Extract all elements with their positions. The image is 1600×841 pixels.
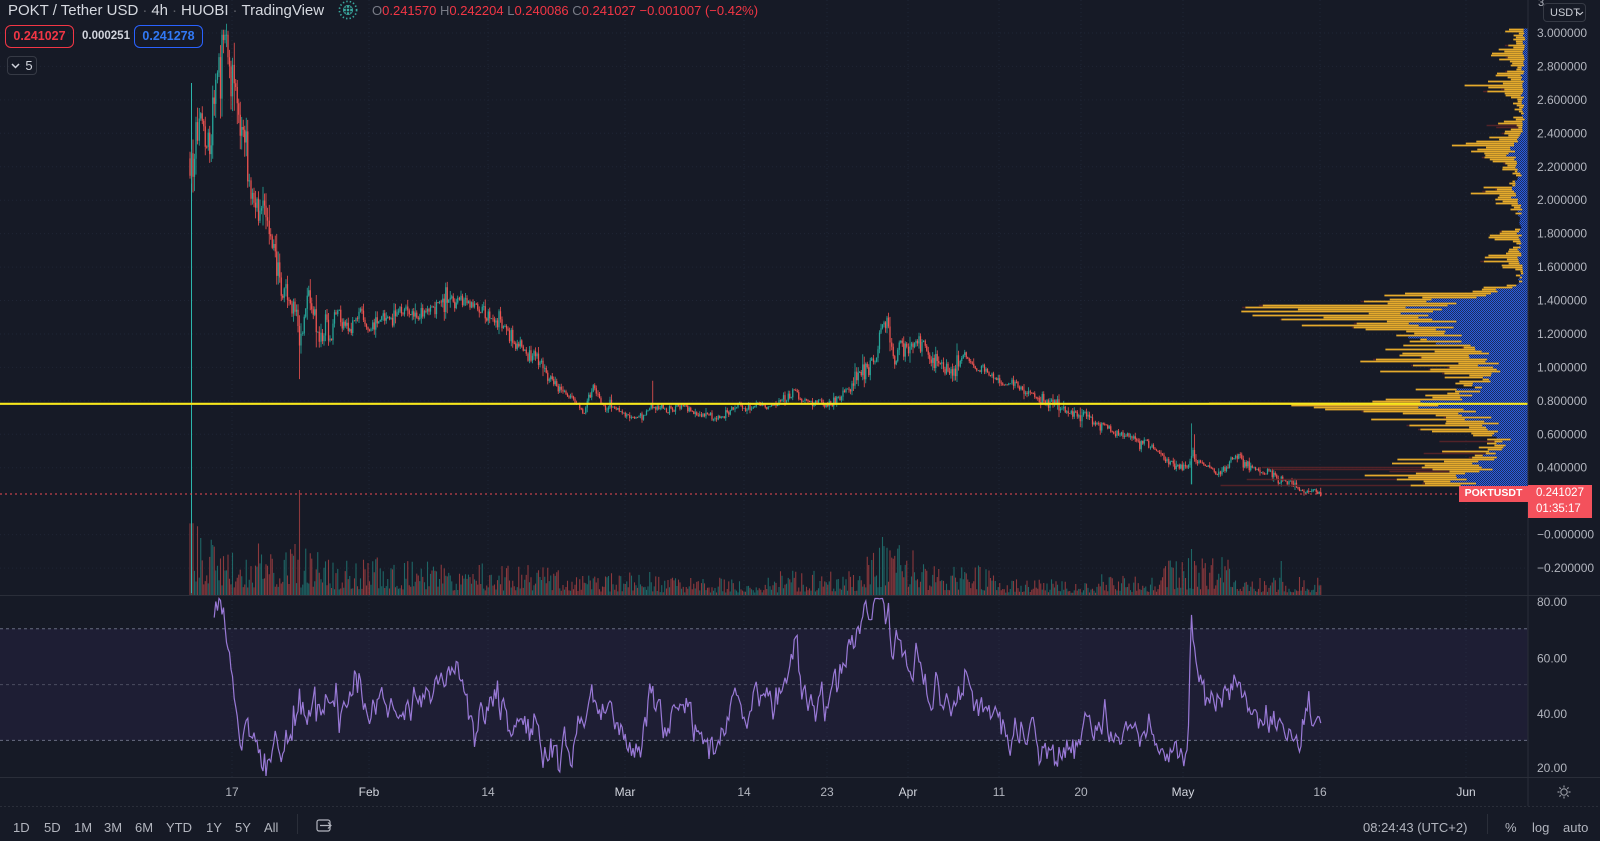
svg-text:1.400000: 1.400000 xyxy=(1537,294,1587,308)
svg-text:Apr: Apr xyxy=(899,785,918,799)
svg-text:−0.200000: −0.200000 xyxy=(1537,561,1594,575)
svg-text:2.000000: 2.000000 xyxy=(1537,193,1587,207)
svg-text:0.400000: 0.400000 xyxy=(1537,461,1587,475)
svg-text:3.000000: 3.000000 xyxy=(1537,26,1587,40)
svg-text:16: 16 xyxy=(1313,785,1327,799)
svg-text:1.000000: 1.000000 xyxy=(1537,360,1587,374)
svg-text:1.800000: 1.800000 xyxy=(1537,227,1587,241)
svg-text:2.200000: 2.200000 xyxy=(1537,160,1587,174)
svg-text:−0.000000: −0.000000 xyxy=(1537,528,1594,542)
svg-text:Jun: Jun xyxy=(1456,785,1475,799)
svg-text:May: May xyxy=(1172,785,1195,799)
svg-text:2.800000: 2.800000 xyxy=(1537,59,1587,73)
svg-text:1.200000: 1.200000 xyxy=(1537,327,1587,341)
svg-text:20.00: 20.00 xyxy=(1537,761,1567,775)
svg-text:11: 11 xyxy=(993,785,1006,799)
svg-text:1.600000: 1.600000 xyxy=(1537,260,1587,274)
svg-text:40.00: 40.00 xyxy=(1537,707,1567,721)
svg-text:80.00: 80.00 xyxy=(1537,595,1567,609)
svg-text:2.600000: 2.600000 xyxy=(1537,93,1587,107)
svg-text:0.600000: 0.600000 xyxy=(1537,427,1587,441)
svg-text:60.00: 60.00 xyxy=(1537,652,1567,666)
svg-text:0.800000: 0.800000 xyxy=(1537,394,1587,408)
svg-text:Mar: Mar xyxy=(615,785,636,799)
svg-text:20: 20 xyxy=(1074,785,1088,799)
svg-text:23: 23 xyxy=(820,785,834,799)
svg-text:17: 17 xyxy=(225,785,239,799)
svg-text:14: 14 xyxy=(737,785,751,799)
svg-text:14: 14 xyxy=(481,785,495,799)
svg-text:2.400000: 2.400000 xyxy=(1537,126,1587,140)
svg-text:Feb: Feb xyxy=(359,785,380,799)
